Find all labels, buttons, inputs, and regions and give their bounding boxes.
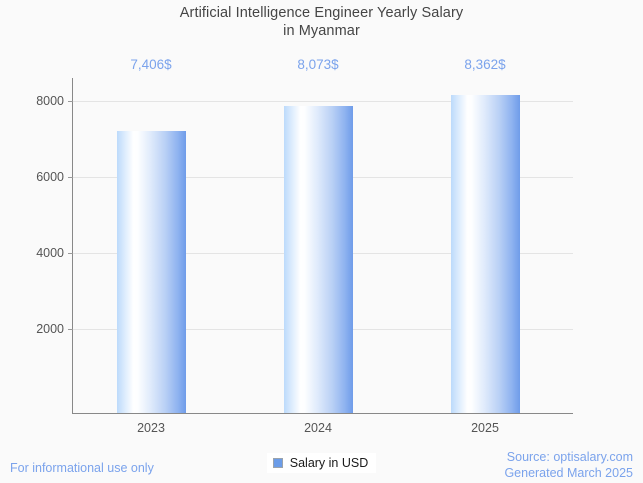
xtick-label-2024: 2024 xyxy=(304,421,332,435)
ytick-mark-8000 xyxy=(68,101,73,102)
ytick-mark-4000 xyxy=(68,253,73,254)
informational-use-note: For informational use only xyxy=(10,461,154,475)
ytick-label-2000: 2000 xyxy=(36,322,64,336)
chart-title-line-1: Artificial Intelligence Engineer Yearly … xyxy=(179,5,464,21)
legend-item-salary[interactable]: Salary in USD xyxy=(266,453,377,473)
chart-title-line-2: in Myanmar xyxy=(283,23,360,39)
y-axis-line xyxy=(72,78,73,414)
x-axis-line xyxy=(72,413,573,414)
ytick-label-6000: 6000 xyxy=(36,170,64,184)
plot-area: 8000 6000 4000 2000 xyxy=(36,78,573,413)
value-label-2025: 8,362$ xyxy=(464,57,506,72)
bar-2025[interactable] xyxy=(451,95,520,413)
xtick-label-2025: 2025 xyxy=(471,421,499,435)
source-text: Source: optisalary.com xyxy=(506,450,633,464)
value-label-2023: 7,406$ xyxy=(130,57,172,72)
chart-title: Artificial Intelligence Engineer Yearly … xyxy=(0,4,643,40)
generated-date-text: Generated March 2025 xyxy=(504,466,633,480)
ytick-label-4000: 4000 xyxy=(36,246,64,260)
ytick-label-8000: 8000 xyxy=(36,94,64,108)
xtick-label-2023: 2023 xyxy=(137,421,165,435)
ytick-mark-6000 xyxy=(68,177,73,178)
source-block: Source: optisalary.com Generated March 2… xyxy=(504,449,633,481)
gridline-8000: 8000 xyxy=(36,94,573,108)
legend-label: Salary in USD xyxy=(289,456,369,470)
chart-legend: Salary in USD xyxy=(0,453,643,473)
ytick-mark-2000 xyxy=(68,329,73,330)
legend-swatch-icon xyxy=(272,458,283,468)
value-label-2024: 8,073$ xyxy=(297,57,339,72)
bar-2024[interactable] xyxy=(284,106,353,413)
bar-2023[interactable] xyxy=(117,131,186,413)
